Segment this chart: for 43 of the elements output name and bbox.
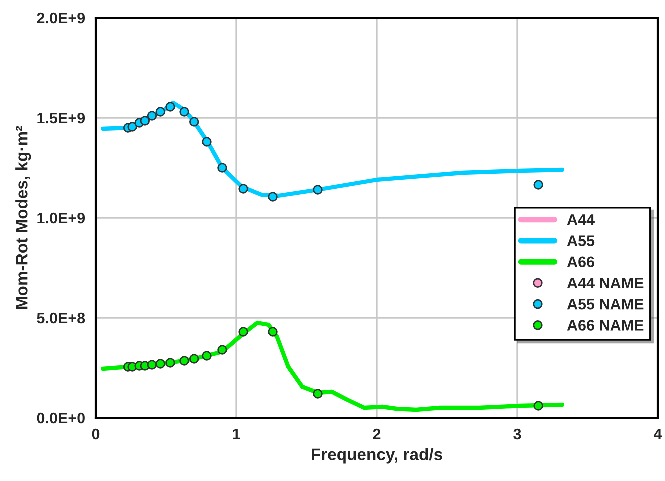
point — [166, 102, 176, 112]
point — [147, 111, 158, 121]
point — [218, 163, 228, 173]
point — [534, 401, 544, 411]
point — [238, 184, 248, 194]
y-tick-label: 1.5E+9 — [38, 112, 86, 124]
x-tick-label: 2 — [373, 428, 381, 440]
point — [313, 185, 323, 195]
point — [180, 356, 190, 366]
point — [166, 358, 176, 368]
x-axis-title: Frequency, rad/s — [312, 448, 442, 464]
point — [268, 192, 278, 202]
y-tick-label: 1.0E+9 — [38, 212, 86, 224]
legend-label: A44 NAME — [567, 278, 644, 289]
point — [202, 137, 212, 147]
point — [180, 107, 190, 117]
line-series — [100, 320, 565, 412]
y-tick-label: 5.0E+8 — [37, 312, 86, 324]
point — [147, 360, 158, 370]
x-tick-label: 1 — [233, 428, 240, 440]
legend-label: A55 — [567, 236, 595, 246]
x-tick-label: 3 — [514, 428, 522, 440]
y-tick-label: 2.0E+9 — [37, 12, 86, 24]
legend-label: A66 NAME — [567, 320, 644, 331]
point — [218, 345, 228, 355]
x-tick-label: 4 — [654, 428, 662, 440]
point — [189, 117, 200, 127]
legend-label: A55 NAME — [567, 299, 644, 310]
point — [313, 389, 323, 399]
point — [238, 327, 248, 337]
legend-label: A44 — [567, 214, 595, 226]
x-tick-label: 0 — [92, 428, 100, 440]
point — [268, 327, 278, 337]
point — [189, 354, 200, 364]
legend-label: A66 — [567, 256, 594, 268]
point — [128, 122, 138, 132]
point — [202, 351, 212, 361]
point — [140, 116, 150, 126]
point — [156, 107, 166, 117]
point — [156, 359, 166, 369]
y-tick-label: 0.0E+0 — [37, 412, 85, 424]
point — [534, 180, 544, 190]
y-axis-title: Mom-Rot Modes, kg·m² — [16, 126, 32, 310]
